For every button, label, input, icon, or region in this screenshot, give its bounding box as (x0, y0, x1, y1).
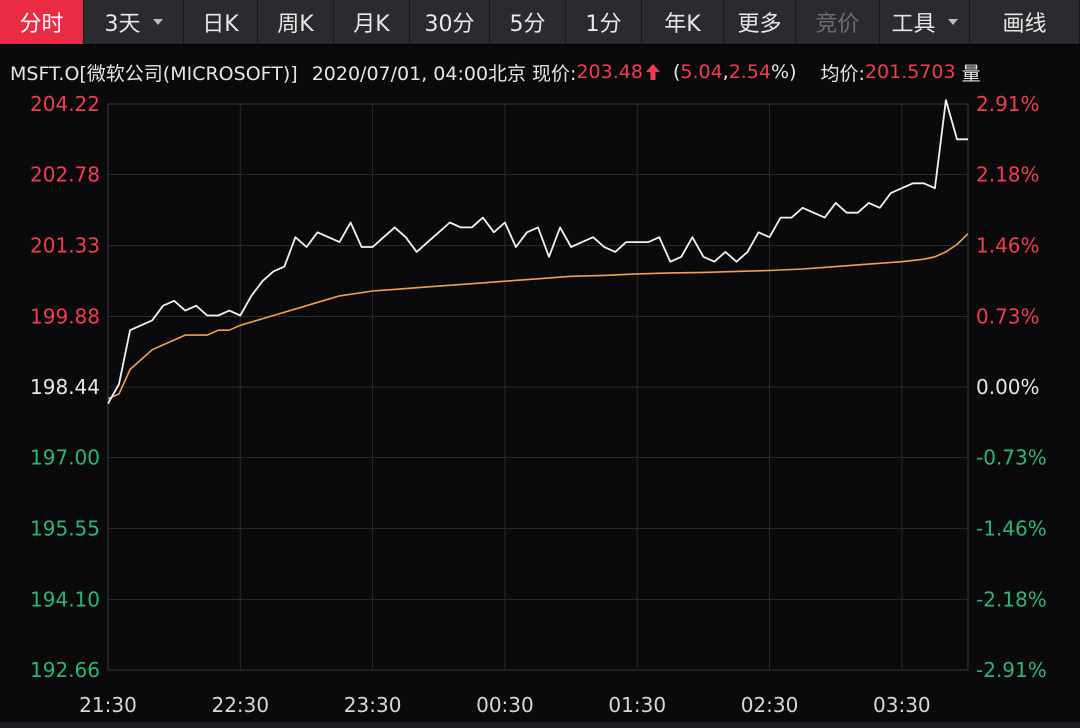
tab-3day[interactable]: 3天 (84, 0, 184, 44)
price-line (107, 99, 968, 405)
tab-daily-k-label: 日K (202, 12, 239, 37)
chevron-down-icon (152, 19, 163, 25)
change-open-paren: ( (672, 61, 681, 83)
y-tick-label-left: 204.22 (30, 92, 100, 116)
y-tick-label-right: 2.91% (976, 92, 1040, 116)
tab-weekly-k[interactable]: 周K (258, 0, 334, 44)
tab-fenshi-label: 分时 (19, 12, 64, 37)
y-tick-label-left: 195.55 (30, 517, 100, 541)
x-tick-label: 01:30 (608, 693, 666, 717)
y-tick-label-left: 199.88 (30, 304, 100, 328)
x-tick-label: 03:30 (873, 693, 931, 717)
x-tick-label: 21:30 (79, 693, 137, 717)
tab-1min[interactable]: 1分 (566, 0, 642, 44)
tab-30min[interactable]: 30分 (410, 0, 490, 44)
average-price-line (107, 233, 969, 400)
tab-tools[interactable]: 工具 (880, 0, 970, 44)
tab-fenshi[interactable]: 分时 (0, 0, 84, 44)
tab-monthly-k[interactable]: 月K (334, 0, 410, 44)
tab-yearly-k-label: 年K (664, 12, 701, 37)
chevron-down-icon (947, 19, 958, 25)
tab-daily-k[interactable]: 日K (184, 0, 258, 44)
tab-auction[interactable]: 竞价 (796, 0, 880, 44)
chart-toolbar: 分时 3天 日K 周K 月K 30分 5分 1分 年K 更多 竞价 工具 画线 (0, 0, 1080, 45)
change-close-paren: %) (771, 61, 797, 83)
y-tick-label-right: -2.91% (976, 658, 1047, 682)
tab-5min-label: 5分 (509, 12, 546, 37)
tab-1min-label: 1分 (585, 12, 622, 37)
tab-draw-line-label: 画线 (1002, 12, 1047, 37)
y-tick-label-right: -1.46% (976, 517, 1047, 541)
change-separator: , (722, 61, 729, 83)
tab-3day-label: 3天 (104, 12, 141, 37)
intraday-price-chart[interactable]: 204.22 2.91% 202.78 2.18% 201.33 1.46% 199.88 0… (0, 88, 1080, 722)
y-tick-label-left: 197.00 (30, 446, 100, 470)
tab-more-label: 更多 (737, 12, 782, 37)
tab-5min[interactable]: 5分 (490, 0, 566, 44)
y-tick-label-right: -0.73% (976, 446, 1047, 470)
quote-info-line: MSFT.O[微软公司(MICROSOFT)] 2020/07/01, 04:0… (0, 52, 1080, 92)
x-tick-label: 23:30 (344, 693, 402, 717)
y-tick-label-left: 194.10 (30, 587, 100, 611)
x-tick-label: 02:30 (741, 693, 799, 717)
y-tick-label-right: 0.00% (976, 375, 1040, 399)
up-arrow-icon (645, 64, 660, 80)
tab-monthly-k-label: 月K (353, 12, 390, 37)
y-tick-label-right: 1.46% (976, 234, 1040, 258)
y-tick-label-left: 192.66 (30, 658, 100, 682)
y-tick-label-right: -2.18% (976, 587, 1047, 611)
tab-auction-label: 竞价 (815, 12, 860, 37)
y-tick-label-right: 0.73% (976, 304, 1040, 328)
y-tick-label-right: 2.18% (976, 163, 1040, 187)
tab-more[interactable]: 更多 (724, 0, 796, 44)
x-tick-label: 22:30 (211, 693, 269, 717)
y-tick-label-left: 198.44 (30, 375, 100, 399)
datetime-label: 2020/07/01, 04:00北京 (311, 62, 527, 85)
y-tick-label-left: 201.33 (30, 234, 100, 258)
symbol-label: MSFT.O[微软公司(MICROSOFT)] (10, 62, 298, 85)
average-price-label: 均价: (820, 62, 865, 85)
tab-yearly-k[interactable]: 年K (642, 0, 724, 44)
price-change-percent: 2.54 (728, 61, 772, 83)
tab-draw-line[interactable]: 画线 (970, 0, 1080, 44)
price-label: 现价: (532, 62, 577, 85)
current-price: 203.48 (576, 61, 643, 83)
volume-label-truncated: 量 (961, 62, 981, 85)
average-price: 201.5703 (864, 61, 956, 83)
tab-weekly-k-label: 周K (277, 12, 314, 37)
tab-tools-label: 工具 (891, 12, 936, 37)
x-tick-label: 00:30 (476, 693, 534, 717)
price-change: 5.04 (680, 61, 723, 83)
tab-30min-label: 30分 (424, 12, 475, 37)
y-tick-label-left: 202.78 (30, 163, 100, 187)
bottom-strip (0, 722, 1080, 728)
